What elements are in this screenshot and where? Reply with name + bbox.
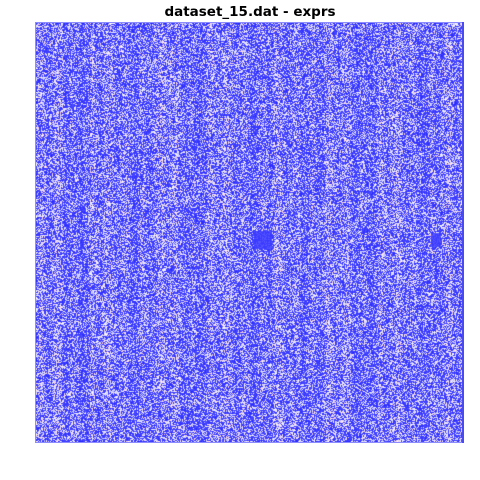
heatmap-right-edge bbox=[462, 22, 464, 443]
heatmap-plot-area bbox=[35, 22, 463, 443]
heatmap-canvas bbox=[36, 23, 462, 442]
chart-title: dataset_15.dat - exprs bbox=[0, 3, 480, 21]
